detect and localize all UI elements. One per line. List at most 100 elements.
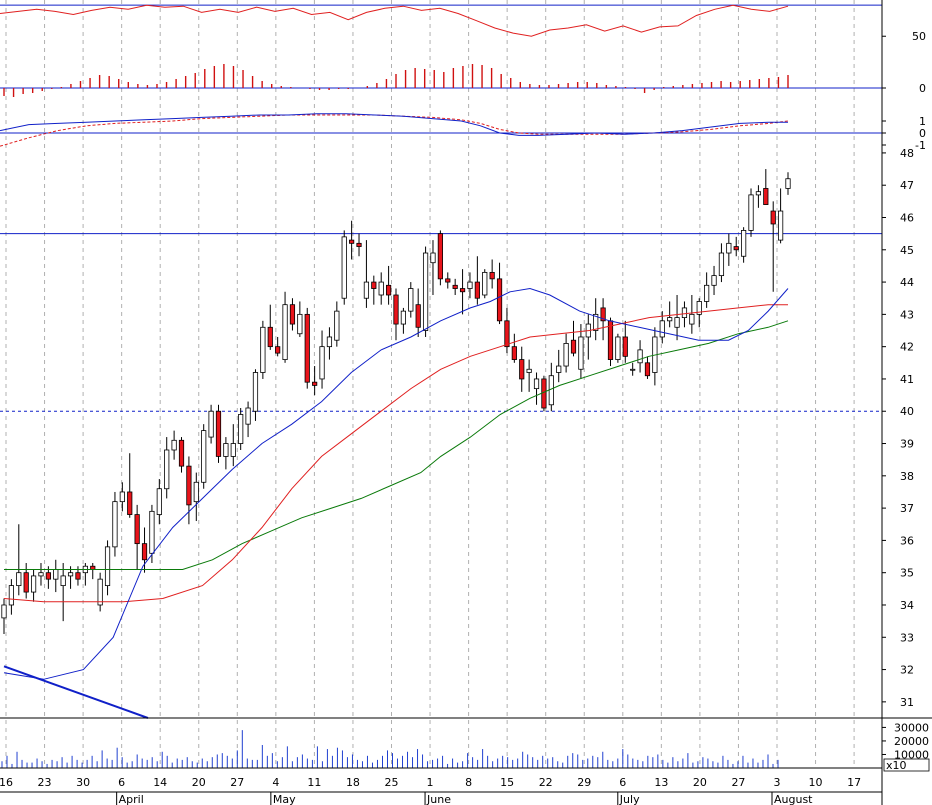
candle-body — [53, 569, 59, 580]
day-tick-label: 1 — [427, 776, 434, 789]
candle-body — [741, 230, 747, 257]
macd-panel — [0, 113, 882, 147]
candle-body — [393, 294, 399, 325]
candle-body — [356, 242, 362, 247]
candle-body — [570, 339, 577, 354]
candle-body — [67, 572, 74, 577]
candle-body — [467, 281, 473, 289]
candle-body — [667, 317, 673, 322]
candle-body — [119, 491, 125, 503]
day-tick-label: 8 — [465, 776, 472, 789]
price-tick-label: 44 — [900, 276, 914, 289]
candle-body — [445, 278, 451, 283]
day-tick-label: 23 — [38, 776, 52, 789]
day-tick-label: 3 — [774, 776, 781, 789]
candle-body — [400, 310, 406, 325]
day-tick-label: 30 — [76, 776, 90, 789]
candle-body — [23, 572, 29, 593]
candle-body — [511, 346, 517, 360]
candle-body — [755, 191, 762, 196]
ma-long-line — [4, 320, 789, 570]
candle-body — [556, 365, 562, 373]
candle-body — [519, 359, 525, 380]
price-tick-label: 40 — [900, 405, 914, 418]
candle-body — [748, 194, 754, 231]
candle-body — [422, 252, 429, 331]
rsi-tick-label: 50 — [912, 30, 926, 43]
day-tick-label: 25 — [385, 776, 399, 789]
candle-body — [541, 378, 547, 409]
candle-body — [578, 336, 584, 370]
candle-body — [711, 275, 717, 286]
ma-short-line — [3, 287, 789, 680]
candle-body — [312, 381, 318, 386]
candle-body — [785, 178, 791, 189]
candle-body — [526, 368, 532, 373]
month-label: August — [774, 793, 813, 805]
candle-body — [245, 407, 251, 425]
candle-body — [208, 410, 214, 438]
candle-body — [97, 578, 103, 606]
candle-body — [319, 346, 325, 380]
candle-body — [696, 301, 702, 315]
day-tick-label: 22 — [539, 776, 553, 789]
candle-body — [112, 501, 118, 548]
price-tick-label: 46 — [900, 211, 914, 224]
candle-body — [267, 326, 273, 348]
candle-body — [326, 336, 333, 348]
price-tick-label: 33 — [900, 631, 914, 644]
candle-body — [386, 284, 392, 296]
macd-tick-label: -1 — [915, 139, 926, 152]
month-label: July — [619, 793, 640, 805]
candle-body — [496, 278, 503, 322]
candle-body — [452, 284, 458, 289]
candle-body — [615, 336, 621, 360]
candle-body — [252, 372, 259, 412]
candle-body — [459, 288, 466, 293]
candle-body — [297, 313, 303, 335]
price-panel — [0, 169, 882, 719]
volume-tick-label: 20000 — [894, 735, 929, 748]
candle-body — [482, 271, 488, 296]
price-tick-label: 36 — [900, 534, 914, 547]
candle-body — [622, 336, 628, 357]
candle-body — [304, 313, 310, 383]
price-tick-label: 45 — [900, 244, 914, 257]
day-tick-label: 18 — [346, 776, 360, 789]
price-tick-label: 34 — [900, 599, 914, 612]
candle-body — [60, 575, 66, 587]
candle-body — [193, 481, 199, 503]
day-tick-label: 17 — [847, 776, 861, 789]
day-tick-label: 27 — [230, 776, 244, 789]
candle-body — [349, 239, 355, 244]
candle-body — [363, 281, 370, 299]
candle-body — [127, 491, 133, 515]
candle-body — [141, 543, 148, 561]
day-tick-label: 16 — [0, 776, 13, 789]
price-tick-label: 43 — [900, 308, 914, 321]
price-tick-label: 31 — [900, 696, 914, 709]
candle-body — [659, 320, 665, 338]
month-label: April — [119, 793, 144, 805]
candle-body — [437, 233, 443, 280]
day-tick-label: 11 — [307, 776, 321, 789]
candle-body — [600, 307, 606, 322]
price-tick-label: 48 — [900, 147, 914, 160]
candle-body — [770, 210, 776, 225]
day-tick-label: 4 — [272, 776, 279, 789]
candle-body — [164, 449, 170, 490]
day-tick-label: 20 — [192, 776, 206, 789]
candle-body — [223, 443, 229, 457]
day-tick-label: 6 — [619, 776, 626, 789]
candle-body — [201, 430, 207, 483]
day-tick-label: 10 — [809, 776, 823, 789]
candle-body — [489, 271, 495, 280]
price-tick-label: 47 — [900, 179, 914, 192]
volume-panel — [1, 730, 779, 768]
candle-body — [474, 281, 480, 299]
trend-line — [3, 665, 149, 719]
candle-body — [733, 246, 739, 251]
candle-body — [30, 575, 37, 593]
candle-body — [371, 281, 377, 289]
